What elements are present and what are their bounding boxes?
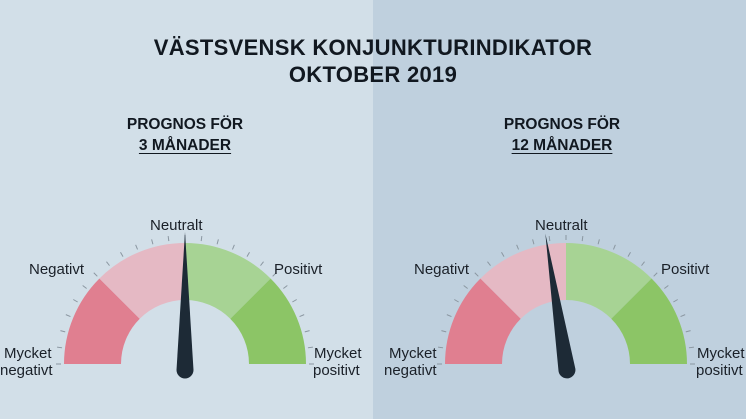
gauge-tick: [516, 244, 520, 250]
gauge-12m-label-neutral: Neutralt: [535, 217, 588, 234]
gauge-tick: [304, 330, 310, 333]
gauge-tick: [441, 330, 447, 333]
gauge-tick: [627, 252, 631, 257]
gauge-tick: [307, 346, 313, 349]
gauge-3m-label-neutral: Neutralt: [150, 217, 203, 234]
segment-positive: [185, 243, 271, 319]
gauge-tick: [501, 252, 505, 257]
segment-positive: [566, 243, 652, 319]
gauge-tick: [680, 314, 686, 318]
gauge-tick: [200, 236, 203, 242]
gauge-tick: [474, 272, 479, 277]
gauge-needle: [545, 233, 576, 379]
gauge-tick: [260, 261, 264, 266]
gauge-12m-label-very-positive-2: positivt: [696, 362, 743, 379]
gauge-3-months: [56, 232, 314, 379]
main-title-line2: OKTOBER 2019: [288, 62, 458, 87]
gauge-12m-label-very-negative-1: Mycket: [389, 345, 437, 362]
gauge-tick: [688, 346, 694, 349]
gauge-tick: [597, 239, 600, 245]
gauge-tick: [65, 314, 71, 318]
gauge-12m-label-very-negative-2: negativt: [384, 362, 437, 379]
gauge-12m-label-positive: Positivt: [661, 261, 710, 278]
gauge-tick: [216, 239, 219, 245]
gauge-12-months: [437, 233, 695, 379]
gauge-3m-heading: PROGNOS FÖR: [126, 116, 244, 133]
gauge-12m-heading: PROGNOS FÖR: [503, 116, 621, 133]
gauge-tick: [82, 285, 87, 289]
gauge-3m-label-positive: Positivt: [274, 261, 323, 278]
gauge-tick: [548, 236, 551, 242]
segment-negative: [480, 243, 566, 319]
gauge-12m-label-very-positive-1: Mycket: [697, 345, 745, 362]
gauge-tick: [641, 261, 645, 266]
gauge-tick: [438, 346, 444, 349]
gauge-3m-label-very-positive-2: positivt: [313, 362, 360, 379]
gauge-tick: [299, 314, 305, 318]
segment-negative: [99, 243, 185, 319]
gauge-3m-label-very-negative-2: negativt: [0, 362, 53, 379]
gauge-12m-period: 12 MÅNADER: [511, 137, 613, 154]
gauge-tick: [664, 285, 669, 289]
gauge-tick: [487, 261, 491, 266]
gauge-tick: [106, 261, 110, 266]
gauge-tick: [581, 236, 584, 242]
gauge-tick: [73, 299, 78, 303]
gauge-tick: [292, 299, 297, 303]
segment-very-positive: [611, 278, 687, 364]
gauge-3m-label-negative: Negativt: [29, 261, 85, 278]
gauge-tick: [612, 244, 616, 250]
gauge-tick: [60, 330, 66, 333]
gauge-tick: [167, 236, 170, 242]
gauge-tick: [135, 244, 139, 250]
gauge-tick: [673, 299, 678, 303]
gauge-tick: [446, 314, 452, 318]
gauge-tick: [93, 272, 98, 277]
gauge-3m-label-very-negative-1: Mycket: [4, 345, 52, 362]
gauge-tick: [246, 252, 250, 257]
gauge-tick: [685, 330, 691, 333]
gauge-tick: [272, 272, 277, 277]
gauge-needle: [176, 232, 194, 379]
gauge-tick: [120, 252, 124, 257]
segment-very-positive: [230, 278, 306, 364]
gauge-tick: [653, 272, 658, 277]
gauge-3m-period: 3 MÅNADER: [138, 137, 232, 154]
gauge-tick: [454, 299, 459, 303]
segment-very-negative: [445, 278, 521, 364]
gauge-tick: [151, 239, 154, 245]
gauge-tick: [283, 285, 288, 289]
segment-very-negative: [64, 278, 140, 364]
gauge-tick: [231, 244, 235, 250]
gauge-tick: [532, 239, 535, 245]
gauge-tick: [463, 285, 468, 289]
main-title-line1: VÄSTSVENSK KONJUNKTURINDIKATOR: [153, 35, 593, 60]
gauge-tick: [57, 346, 63, 349]
gauge-3m-label-very-positive-1: Mycket: [314, 345, 362, 362]
gauge-12m-label-negative: Negativt: [414, 261, 470, 278]
